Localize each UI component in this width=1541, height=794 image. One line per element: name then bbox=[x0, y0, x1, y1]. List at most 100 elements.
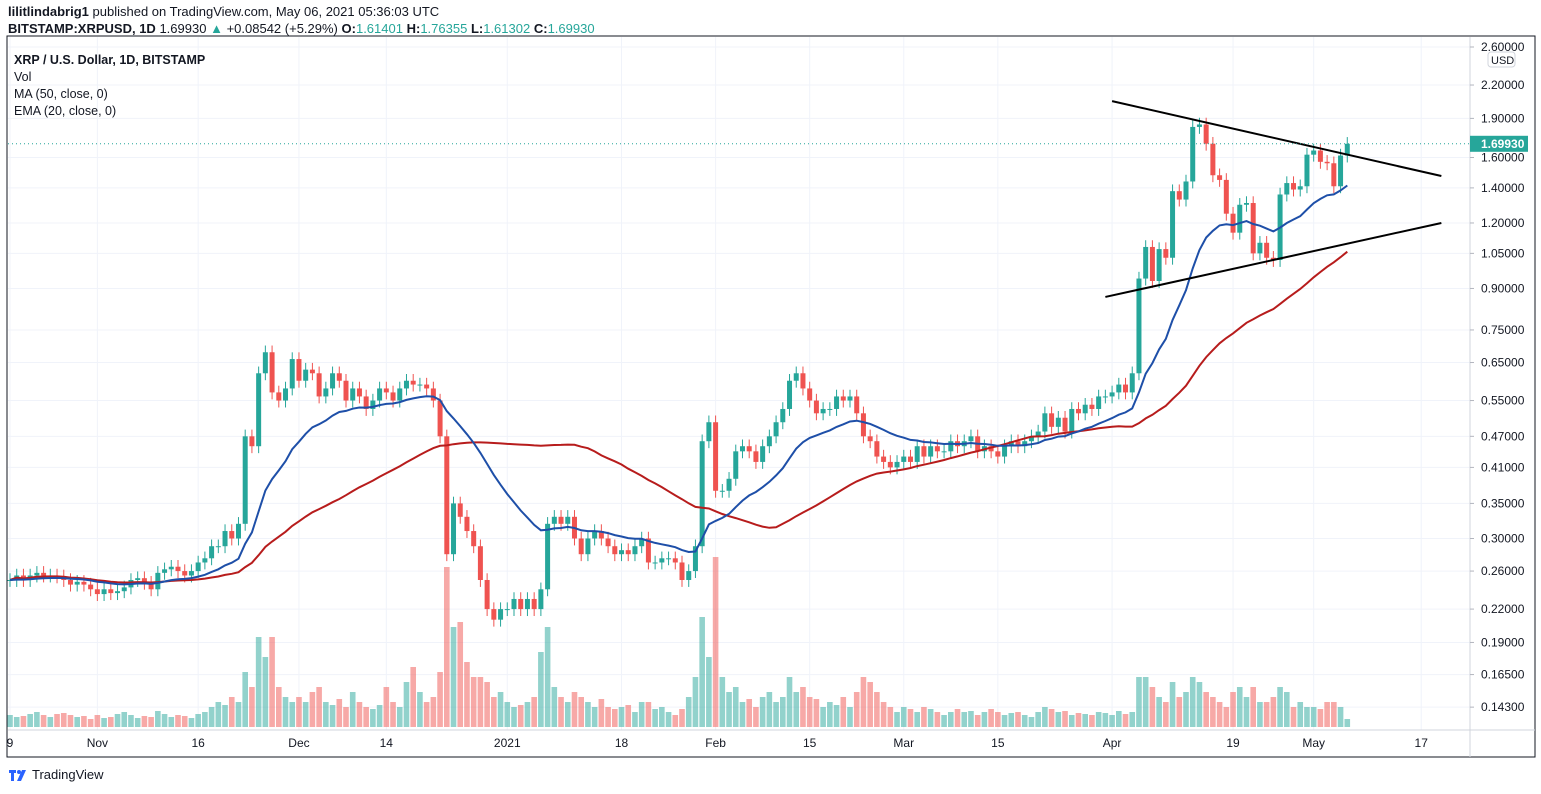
candle bbox=[229, 524, 235, 546]
volume-bar bbox=[208, 707, 215, 727]
open-value: 1.61401 bbox=[355, 21, 403, 36]
candle bbox=[538, 582, 544, 617]
volume-bar bbox=[1142, 677, 1149, 727]
candle-body bbox=[249, 436, 255, 447]
candles bbox=[7, 117, 1350, 627]
volume-bar bbox=[215, 702, 222, 727]
candle-body bbox=[188, 571, 194, 576]
volume-bar bbox=[249, 687, 255, 727]
volume-bar bbox=[806, 697, 813, 727]
volume-bar bbox=[679, 709, 685, 727]
candle-body bbox=[1304, 154, 1310, 187]
candle-body bbox=[491, 609, 497, 620]
volume-bar bbox=[1297, 702, 1304, 727]
candle bbox=[988, 439, 994, 459]
candle bbox=[222, 524, 228, 554]
candle-body bbox=[1156, 249, 1162, 281]
candle-body bbox=[598, 531, 604, 539]
candle-body bbox=[558, 516, 564, 524]
ma50-line bbox=[9, 250, 1348, 584]
volume-bar bbox=[101, 718, 107, 727]
grid bbox=[8, 37, 1470, 730]
candle-body bbox=[605, 538, 611, 547]
candle bbox=[874, 434, 880, 464]
candle bbox=[1190, 120, 1196, 189]
volume-bar bbox=[1270, 697, 1277, 727]
low-label: L: bbox=[470, 21, 484, 36]
candle bbox=[34, 566, 40, 583]
legend-volume[interactable]: Vol bbox=[14, 70, 32, 84]
candle bbox=[256, 366, 262, 454]
candle-body bbox=[995, 451, 1001, 457]
volume-bar bbox=[148, 717, 154, 727]
candle-body bbox=[524, 598, 530, 610]
volume-bar bbox=[1263, 702, 1270, 727]
candle bbox=[699, 434, 705, 554]
candle-body bbox=[733, 451, 739, 479]
candle-body bbox=[686, 571, 692, 580]
legend-ema[interactable]: EMA (20, close, 0) bbox=[14, 104, 117, 118]
volume-bar bbox=[228, 697, 235, 727]
volume-bar bbox=[34, 712, 40, 727]
volume-bar bbox=[659, 707, 665, 727]
candle-body bbox=[141, 578, 147, 583]
x-tick-label: Mar bbox=[893, 736, 914, 750]
volume-bar bbox=[202, 712, 208, 727]
volume-bar bbox=[1310, 707, 1317, 727]
candle bbox=[356, 381, 362, 404]
author-name[interactable]: lilitlindabrig1 bbox=[8, 4, 89, 19]
volume-bar bbox=[1196, 682, 1203, 727]
candle-body bbox=[894, 461, 900, 468]
candle bbox=[1291, 176, 1297, 197]
candle bbox=[162, 562, 168, 580]
candle-body bbox=[612, 546, 618, 555]
candle bbox=[242, 429, 248, 531]
volume-bar bbox=[531, 697, 537, 727]
candle-body bbox=[746, 446, 752, 452]
candle-body bbox=[726, 478, 732, 491]
volume-bar bbox=[121, 712, 128, 727]
candle-body bbox=[336, 373, 342, 381]
trendlines[interactable] bbox=[1105, 100, 1442, 298]
volume-bar bbox=[1183, 692, 1189, 727]
candle bbox=[296, 352, 302, 388]
x-tick-label: 17 bbox=[1415, 736, 1429, 750]
candle bbox=[901, 449, 907, 469]
volume-bar bbox=[511, 707, 517, 727]
volume-bar bbox=[914, 712, 920, 727]
volume-bar bbox=[867, 682, 873, 727]
candle bbox=[108, 582, 114, 601]
candle-body bbox=[1123, 384, 1129, 393]
footer-brand[interactable]: TradingView bbox=[8, 766, 104, 782]
volume-bar bbox=[155, 711, 161, 727]
candle-body bbox=[901, 456, 907, 462]
candle-body bbox=[666, 558, 672, 560]
candle bbox=[141, 571, 147, 590]
volume-bar bbox=[1331, 702, 1337, 727]
candle bbox=[202, 551, 208, 570]
legend-ma[interactable]: MA (50, close, 0) bbox=[14, 87, 108, 101]
candle-body bbox=[303, 369, 309, 381]
candle-body bbox=[162, 569, 168, 573]
candle-body bbox=[840, 396, 846, 401]
candle bbox=[1217, 168, 1223, 187]
volume-bar bbox=[551, 687, 558, 727]
candle-body bbox=[1250, 203, 1256, 254]
candle-body bbox=[1196, 124, 1202, 127]
candle bbox=[1304, 147, 1310, 194]
candle-body bbox=[1243, 203, 1249, 205]
volume-bar bbox=[457, 622, 464, 727]
candle bbox=[968, 429, 974, 449]
candle bbox=[1230, 206, 1236, 240]
volume-bar bbox=[1236, 687, 1243, 727]
volume-bar bbox=[20, 716, 27, 727]
volume-bar bbox=[1015, 712, 1021, 727]
candle-body bbox=[377, 388, 383, 401]
volume-bar bbox=[437, 672, 443, 727]
candle bbox=[840, 389, 846, 408]
volume-bar bbox=[1149, 687, 1156, 727]
close-value: 1.69930 bbox=[547, 21, 595, 36]
volume-bar bbox=[235, 702, 242, 727]
candle-body bbox=[504, 609, 510, 611]
